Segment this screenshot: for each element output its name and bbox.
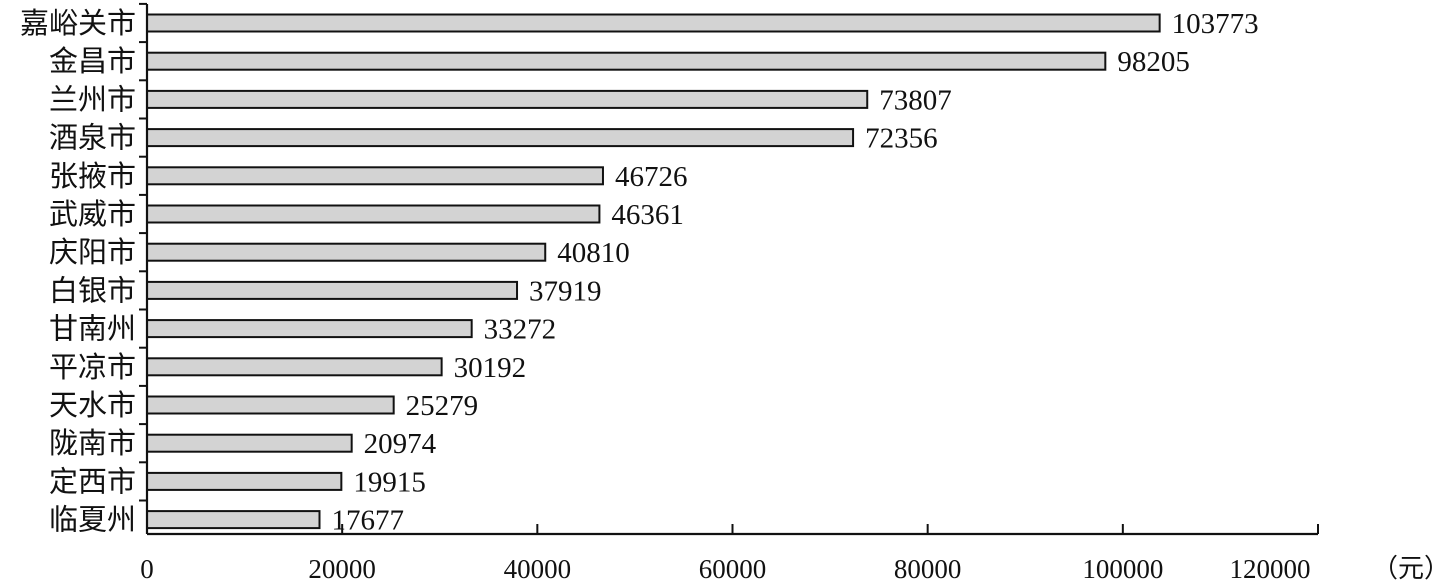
bars-layer	[146, 13, 1161, 530]
x-tick-label: 60000	[699, 554, 767, 584]
x-tick-label: 100000	[1082, 554, 1163, 584]
category-label: 定西市	[49, 464, 136, 498]
x-tick-label: 20000	[308, 554, 376, 584]
bar	[146, 471, 343, 491]
bar	[146, 319, 473, 339]
x-tick-label: 40000	[504, 554, 572, 584]
bar	[146, 166, 604, 186]
x-unit-label: （元）	[1372, 554, 1450, 584]
value-label: 33272	[484, 314, 557, 346]
category-label: 兰州市	[49, 82, 136, 116]
category-label: 临夏州	[49, 503, 136, 537]
bar	[146, 395, 395, 415]
bar	[146, 89, 869, 109]
bar	[146, 204, 601, 224]
bar	[146, 510, 321, 530]
value-label: 30192	[454, 352, 527, 384]
bar	[146, 357, 443, 377]
value-label: 25279	[406, 390, 479, 422]
bar	[146, 51, 1107, 71]
value-label: 17677	[331, 505, 404, 537]
category-label: 甘南州	[49, 312, 136, 346]
bar	[146, 280, 519, 300]
value-label: 40810	[557, 237, 630, 269]
category-label: 白银市	[49, 273, 136, 307]
x-axis: 0 20000 40000 60000 80000 100000 120000 （元）	[139, 2, 1450, 584]
x-tick-label: 0	[140, 554, 154, 584]
bar	[146, 433, 353, 453]
category-label: 金昌市	[49, 44, 136, 78]
category-label: 张掖市	[49, 159, 136, 193]
value-label: 73807	[879, 84, 952, 116]
labels-layer: 嘉峪关市 103773 金昌市 98205 兰州市 73807 酒泉市 72356 张掖市 467…	[20, 6, 1259, 537]
category-label: 天水市	[49, 388, 136, 422]
value-label: 72356	[865, 123, 938, 155]
bar	[146, 242, 547, 262]
value-label: 103773	[1172, 8, 1259, 40]
category-label: 嘉峪关市	[20, 6, 136, 40]
category-label: 陇南市	[49, 426, 136, 460]
category-label: 武威市	[49, 197, 136, 231]
category-label: 庆阳市	[49, 235, 136, 269]
x-tick-label: 80000	[894, 554, 962, 584]
category-label: 平凉市	[49, 350, 136, 384]
value-label: 98205	[1117, 46, 1190, 78]
category-label: 酒泉市	[49, 121, 136, 155]
value-label: 46361	[611, 199, 684, 231]
value-label: 19915	[353, 466, 426, 498]
value-label: 37919	[529, 275, 602, 307]
bar	[146, 128, 855, 148]
value-label: 20974	[364, 428, 437, 460]
value-label: 46726	[615, 161, 688, 193]
x-tick-label: 120000	[1230, 554, 1311, 584]
bar	[146, 13, 1161, 33]
